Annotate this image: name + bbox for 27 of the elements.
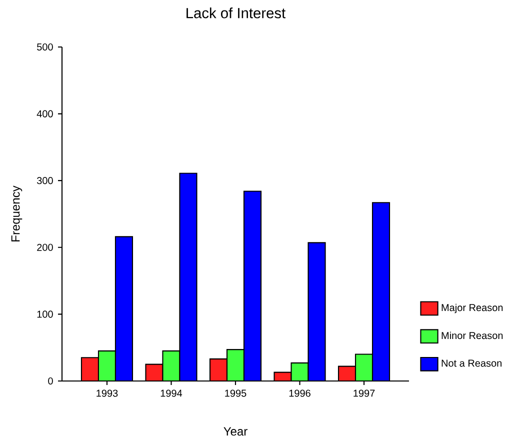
bar bbox=[210, 358, 227, 381]
bar bbox=[81, 358, 98, 381]
bar bbox=[115, 236, 132, 381]
y-tick-label: 500 bbox=[37, 43, 53, 51]
bar bbox=[98, 350, 116, 381]
legend-label: Not a Reason bbox=[442, 360, 502, 367]
bar bbox=[244, 191, 261, 381]
y-axis-title: Frequency bbox=[11, 186, 22, 242]
chart-title: Lack of Interest bbox=[186, 8, 286, 18]
y-tick-label: 300 bbox=[36, 177, 53, 184]
bar bbox=[308, 242, 326, 381]
bar bbox=[180, 173, 197, 381]
x-tick-label: 1997 bbox=[354, 390, 375, 397]
bar bbox=[226, 350, 244, 381]
bar bbox=[354, 354, 374, 381]
x-axis-title: Year bbox=[224, 427, 248, 436]
x-tick-label: 1995 bbox=[225, 390, 246, 397]
y-tick-label: 0 bbox=[48, 377, 53, 385]
legend-label: Minor Reason bbox=[442, 332, 503, 340]
x-tick-label: 1996 bbox=[289, 390, 310, 397]
bar bbox=[372, 202, 390, 381]
y-tick-label: 200 bbox=[37, 244, 53, 251]
x-tick-label: 1994 bbox=[160, 390, 182, 397]
y-tick-label: 100 bbox=[37, 310, 53, 318]
legend-label: Major Reason bbox=[442, 304, 503, 314]
y-tick-label: 400 bbox=[36, 110, 53, 118]
x-tick-label: 1993 bbox=[96, 390, 118, 397]
